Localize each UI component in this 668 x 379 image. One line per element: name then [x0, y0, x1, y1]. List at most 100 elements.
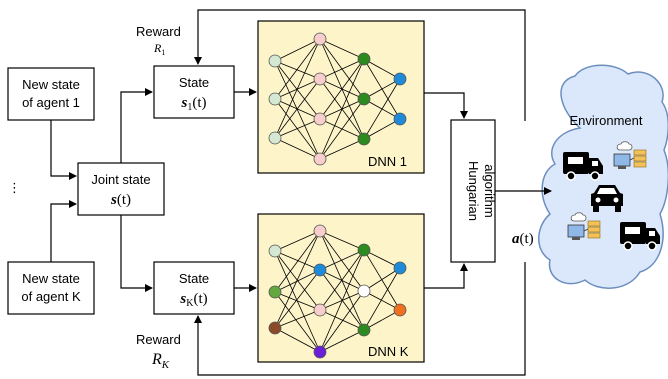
svg-text:State: State	[179, 271, 209, 286]
dnn-1-edge	[274, 38, 321, 100]
dnn-1-edge	[274, 38, 321, 139]
dnn-1-edge	[363, 118, 401, 140]
dnn-1-node-l2-1	[313, 32, 327, 46]
dnn-k-node-l4-2	[393, 303, 407, 317]
dnn-1-edge	[274, 60, 321, 120]
dnn-k-node-l3-2	[357, 284, 371, 298]
dnn-k-edge	[319, 249, 365, 353]
dnn-k-node-l3-3	[357, 323, 371, 337]
dnn-k-edge	[274, 309, 321, 329]
dnn-1-edge	[319, 98, 365, 160]
svg-text:RK: RK	[151, 351, 170, 371]
new-state-agent-1-box: New state of agent 1	[7, 67, 95, 121]
svg-text:Reward: Reward	[136, 332, 181, 347]
reward-1-label: Reward R1	[136, 24, 181, 57]
arrow-joint-to-state1	[120, 88, 153, 163]
dnn-1-node-l4-2	[393, 112, 407, 126]
dnn-1-node-l3-3	[357, 132, 371, 146]
dnn-1-node-l1-1	[268, 54, 282, 68]
dnn-1-edge	[274, 60, 321, 160]
ellipsis: ⋮	[8, 180, 21, 195]
dnn-1-node-l4-1	[393, 72, 407, 86]
hungarian-algorithm-box: Hungarian algorithm	[450, 119, 497, 263]
svg-text:of agent K: of agent K	[21, 289, 81, 304]
dnn-k-edge	[274, 230, 321, 329]
dnn-k-edge	[319, 230, 365, 251]
arrow-joint-to-statek	[120, 215, 153, 292]
dnn-k-edge	[274, 269, 321, 293]
dnn-k-edge	[274, 291, 321, 311]
joint-state-box: Joint state s(t)	[77, 162, 165, 216]
dnn-k-edge	[363, 249, 401, 311]
dnn-k-edge	[274, 250, 321, 311]
edge-server-icon	[567, 212, 601, 240]
dnn-1-edge	[274, 98, 321, 160]
dnn-k-edge	[363, 290, 401, 311]
dnn-1-edge	[363, 58, 401, 80]
dnn-1-edge	[363, 78, 401, 100]
dnn-k-edge	[363, 309, 401, 331]
arrow-dnn1-to-hungarian	[424, 92, 468, 119]
dnn-k-node-l2-1	[313, 224, 327, 238]
state-k-box: State sK(t)	[153, 261, 235, 315]
edge-server-icon	[613, 141, 647, 169]
dnn-k-label: DNN K	[368, 344, 409, 359]
svg-text:Joint state: Joint state	[91, 172, 150, 187]
dnn-1-node-l3-2	[357, 92, 371, 106]
state-1-symbol: s1(t)	[180, 95, 206, 113]
dnn-1-node-l1-3	[268, 131, 282, 145]
dnn-1-label: DNN 1	[368, 154, 407, 169]
dnn-1-nodes	[268, 32, 407, 166]
svg-text:New state: New state	[22, 271, 80, 286]
dnn-1-edge	[274, 38, 321, 62]
dnn-k-node-l2-4	[313, 345, 327, 359]
car-icon	[591, 185, 623, 212]
arrow-reward-1	[194, 9, 526, 121]
state-1-box: State s1(t)	[153, 65, 235, 119]
dnn-1-edge	[363, 78, 401, 140]
svg-text:R1: R1	[153, 41, 165, 57]
arrow-agentk-to-joint	[50, 200, 77, 262]
dnn-k-node-l1-1	[268, 244, 282, 258]
dnn-k-edge	[274, 250, 321, 271]
new-state-agent-k-box: New state of agent K	[7, 261, 95, 315]
dnn-1-node-l2-3	[313, 112, 327, 126]
dnn-k-edge	[319, 329, 365, 353]
svg-text:algorithm: algorithm	[482, 164, 497, 217]
svg-text:Environment: Environment	[570, 113, 643, 128]
truck-icon	[620, 222, 660, 251]
dnn-1-edge	[319, 138, 365, 160]
arrow-dnnk-to-hungarian	[424, 263, 468, 289]
dnn-1-edge	[319, 58, 365, 80]
dnn-k-node-l2-3	[313, 303, 327, 317]
dnn-k-node-l1-2	[268, 285, 282, 299]
svg-text:of agent 1: of agent 1	[22, 95, 80, 110]
dnn-k-edge	[274, 230, 321, 252]
action-label: a(t)	[512, 231, 534, 247]
dnn-k-node-l4-1	[393, 261, 407, 275]
dnn-1-edges	[274, 38, 401, 160]
reward-k-label: Reward RK	[136, 332, 181, 371]
svg-text:New state: New state	[22, 77, 80, 92]
dnn-k-node-l3-1	[357, 243, 371, 257]
dnn-k-edge	[319, 249, 365, 311]
state-k-symbol: sK(t)	[179, 291, 207, 309]
dnn-k-edge	[274, 291, 321, 353]
svg-text:Hungarian: Hungarian	[466, 161, 481, 221]
dnn-k-edge	[319, 290, 365, 353]
connectors	[50, 9, 552, 376]
dnn-1-node-l2-2	[313, 72, 327, 86]
dnn-k-edge	[274, 250, 321, 353]
dnn-k-edge	[319, 230, 365, 292]
dnn-k-edge	[319, 309, 365, 331]
dnn-1-edge	[274, 78, 321, 139]
dnn-k-edge	[274, 230, 321, 293]
dnn-1-panel	[257, 20, 425, 174]
dnn-1-edge	[319, 58, 365, 160]
svg-text:State: State	[179, 75, 209, 90]
truck-icon	[563, 152, 603, 181]
dnn-1-edge	[274, 60, 321, 80]
dnn-k-edge	[363, 249, 401, 269]
dnn-k-edge	[274, 269, 321, 329]
